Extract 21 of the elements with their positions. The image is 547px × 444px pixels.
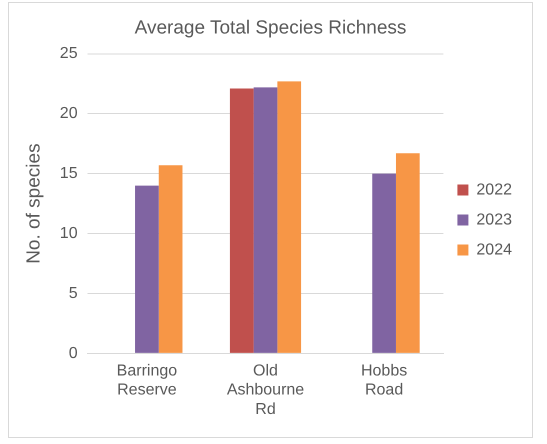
y-tick-label: 5 [68,284,78,302]
y-axis-title: No. of species [24,143,45,264]
legend-label: 2024 [476,241,512,258]
bar [277,81,302,353]
y-tick-label: 10 [60,224,78,242]
chart-title: Average Total Species Richness [134,18,406,39]
bar [135,186,159,353]
y-tick-label: 20 [60,105,78,122]
bar [372,174,396,353]
legend-label: 2022 [476,181,512,198]
bar [230,88,254,353]
bar [254,87,278,353]
bar [158,165,182,353]
y-tick-label: 15 [60,165,78,182]
y-tick-label: 0 [68,344,78,362]
legend-label: 2023 [476,211,512,228]
x-tick-label: Hobbs Road [360,362,408,399]
x-tick-label: Old Ashbourne Rd [226,362,304,418]
y-tick-label: 25 [60,45,78,62]
bar [396,153,420,353]
x-tick-label: Barringo Reserve [116,362,178,399]
